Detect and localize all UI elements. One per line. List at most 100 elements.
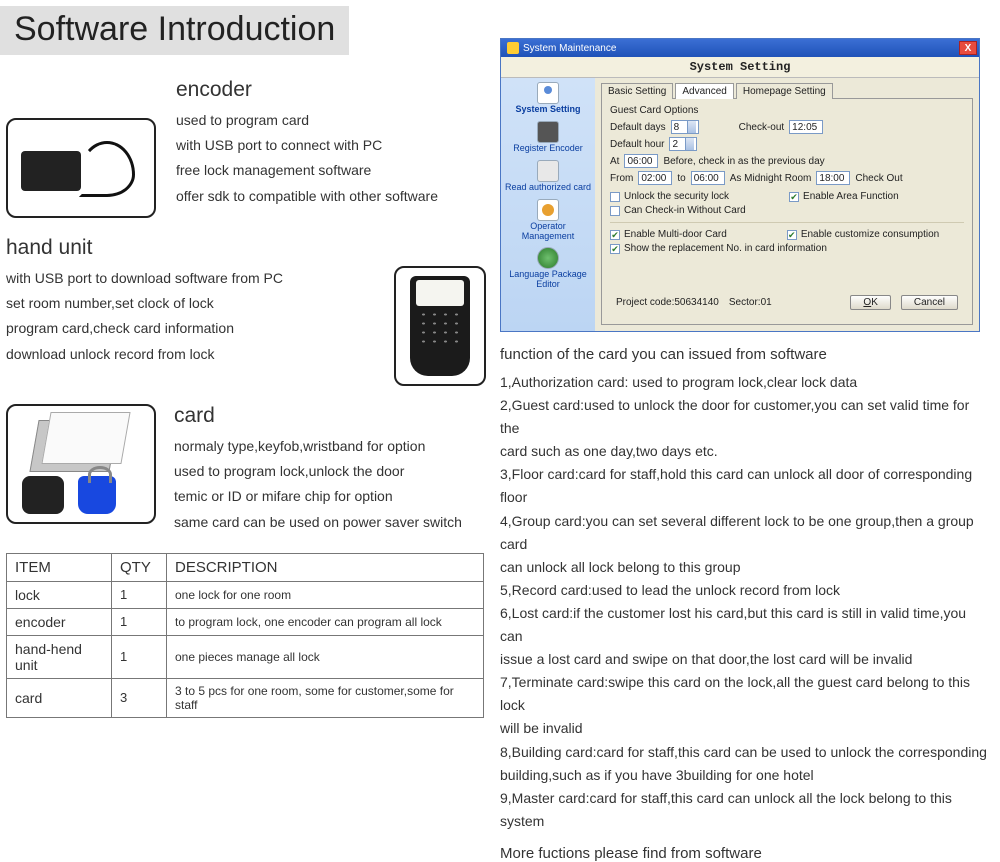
cell-item: hand-hend unit [7, 635, 112, 678]
text-line: used to program lock,unlock the door [174, 459, 486, 484]
cb-enable-area[interactable]: ✔Enable Area Function [789, 191, 899, 202]
globe-icon [537, 247, 559, 269]
group-title: Guest Card Options [610, 105, 964, 116]
table-row: hand-hend unit1one pieces manage all loc… [7, 635, 484, 678]
card-illustration [16, 412, 146, 516]
window-footer: Project code:50634140 Sector:01 OK Cance… [610, 291, 964, 314]
ok-button[interactable]: OK [850, 295, 890, 310]
cb-unlock[interactable]: Unlock the security lock [610, 191, 729, 202]
table-row: encoder1to program lock, one encoder can… [7, 608, 484, 635]
sidebar-item-operator[interactable]: Operator Management [503, 199, 593, 242]
from-input[interactable]: 02:00 [638, 171, 672, 185]
tab-basic[interactable]: Basic Setting [601, 83, 673, 99]
items-table: ITEM QTY DESCRIPTION lock1one lock for o… [6, 553, 484, 718]
text-line: can unlock all lock belong to this group [500, 556, 992, 579]
handunit-lines: with USB port to download software from … [6, 266, 380, 367]
operator-icon [537, 199, 559, 221]
cell-desc: one pieces manage all lock [167, 635, 484, 678]
text-line: program card,check card information [6, 316, 380, 341]
cell-item: lock [7, 581, 112, 608]
text-line: 4,Group card:you can set several differe… [500, 510, 992, 556]
at-input[interactable]: 06:00 [624, 154, 658, 168]
sidebar-item-language[interactable]: Language Package Editor [503, 247, 593, 290]
to-input[interactable]: 06:00 [691, 171, 725, 185]
th-item: ITEM [7, 553, 112, 581]
card-section: card normaly type,keyfob,wristband for o… [6, 404, 486, 535]
table-header-row: ITEM QTY DESCRIPTION [7, 553, 484, 581]
encoder-section: encoder used to program cardwith USB por… [6, 78, 486, 218]
tab-homepage[interactable]: Homepage Setting [736, 83, 833, 99]
cb-custom-cons[interactable]: ✔Enable customize consumption [787, 229, 939, 240]
sidebar-item-register-encoder[interactable]: Register Encoder [503, 121, 593, 154]
cell-qty: 1 [112, 608, 167, 635]
window-heading: System Setting [501, 57, 979, 78]
right-column: System Maintenance X System Setting Syst… [500, 38, 992, 862]
functions-list: 1,Authorization card: used to program lo… [500, 371, 992, 833]
text-line: card such as one day,two days etc. [500, 440, 992, 463]
encoder-image [6, 118, 156, 218]
cell-qty: 1 [112, 581, 167, 608]
main-panel: Basic Setting Advanced Homepage Setting … [595, 78, 979, 331]
text-line: used to program card [176, 108, 486, 133]
encoder-title: encoder [176, 78, 486, 102]
lbl-to: to [677, 173, 685, 184]
sidebar-item-read-card[interactable]: Read authorized card [503, 160, 593, 193]
person-icon [537, 82, 559, 104]
functions-title: function of the card you can issued from… [500, 346, 992, 363]
lbl-from: From [610, 173, 633, 184]
encoder-illustration [21, 133, 141, 203]
text-line: 2,Guest card:used to unlock the door for… [500, 394, 992, 440]
th-desc: DESCRIPTION [167, 553, 484, 581]
lbl-midnight: As Midnight Room [730, 173, 812, 184]
card-lines: normaly type,keyfob,wristband for option… [174, 434, 486, 535]
window-icon [507, 42, 519, 54]
text-line: 5,Record card:used to lead the unlock re… [500, 579, 992, 602]
card-image [6, 404, 156, 524]
handunit-section: hand unit with USB port to download soft… [6, 236, 486, 386]
text-line: free lock management software [176, 158, 486, 183]
cb-checkin-without[interactable]: Can Check-in Without Card [610, 205, 746, 216]
lbl-checkout2: Check Out [855, 173, 902, 184]
text-line: 3,Floor card:card for staff,hold this ca… [500, 463, 992, 509]
cell-qty: 3 [112, 678, 167, 717]
lbl-default-days: Default days [610, 122, 666, 133]
tab-advanced[interactable]: Advanced [675, 83, 733, 99]
table-row: card33 to 5 pcs for one room, some for c… [7, 678, 484, 717]
text-line: temic or ID or mifare chip for option [174, 484, 486, 509]
cell-desc: to program lock, one encoder can program… [167, 608, 484, 635]
cell-qty: 1 [112, 635, 167, 678]
lbl-checkout: Check-out [739, 122, 785, 133]
text-line: 7,Terminate card:swipe this card on the … [500, 671, 992, 717]
window-title: System Maintenance [523, 43, 959, 54]
midnight-input[interactable]: 18:00 [816, 171, 850, 185]
page-title: Software Introduction [14, 10, 335, 49]
close-icon[interactable]: X [959, 41, 977, 55]
cb-show-repl[interactable]: ✔Show the replacement No. in card inform… [610, 243, 827, 254]
cancel-button[interactable]: Cancel [901, 295, 958, 310]
window-titlebar: System Maintenance X [501, 39, 979, 57]
more-functions: More fuctions please find from software [500, 845, 992, 862]
handunit-title: hand unit [6, 236, 486, 260]
cb-multi-door[interactable]: ✔Enable Multi-door Card [610, 229, 727, 240]
lbl-before: Before, check in as the previous day [663, 156, 824, 167]
handunit-image [394, 266, 486, 386]
page-title-bar: Software Introduction [0, 6, 349, 55]
cell-desc: one lock for one room [167, 581, 484, 608]
sidebar-item-system-setting[interactable]: System Setting [503, 82, 593, 115]
text-line: 6,Lost card:if the customer lost his car… [500, 602, 992, 648]
text-line: building,such as if you have 3building f… [500, 764, 992, 787]
card-title: card [174, 404, 486, 428]
sidebar: System Setting Register Encoder Read aut… [501, 78, 595, 331]
checkout-input[interactable]: 12:05 [789, 120, 823, 134]
text-line: set room number,set clock of lock [6, 291, 380, 316]
text-line: 1,Authorization card: used to program lo… [500, 371, 992, 394]
text-line: issue a lost card and swipe on that door… [500, 648, 992, 671]
sector-label: Sector:01 [729, 297, 772, 308]
encoder-lines: used to program cardwith USB port to con… [176, 108, 486, 209]
default-hour-input[interactable]: 2 [669, 137, 697, 151]
cell-item: card [7, 678, 112, 717]
text-line: with USB port to download software from … [6, 266, 380, 291]
th-qty: QTY [112, 553, 167, 581]
default-days-input[interactable]: 8 [671, 120, 699, 134]
system-window: System Maintenance X System Setting Syst… [500, 38, 980, 332]
